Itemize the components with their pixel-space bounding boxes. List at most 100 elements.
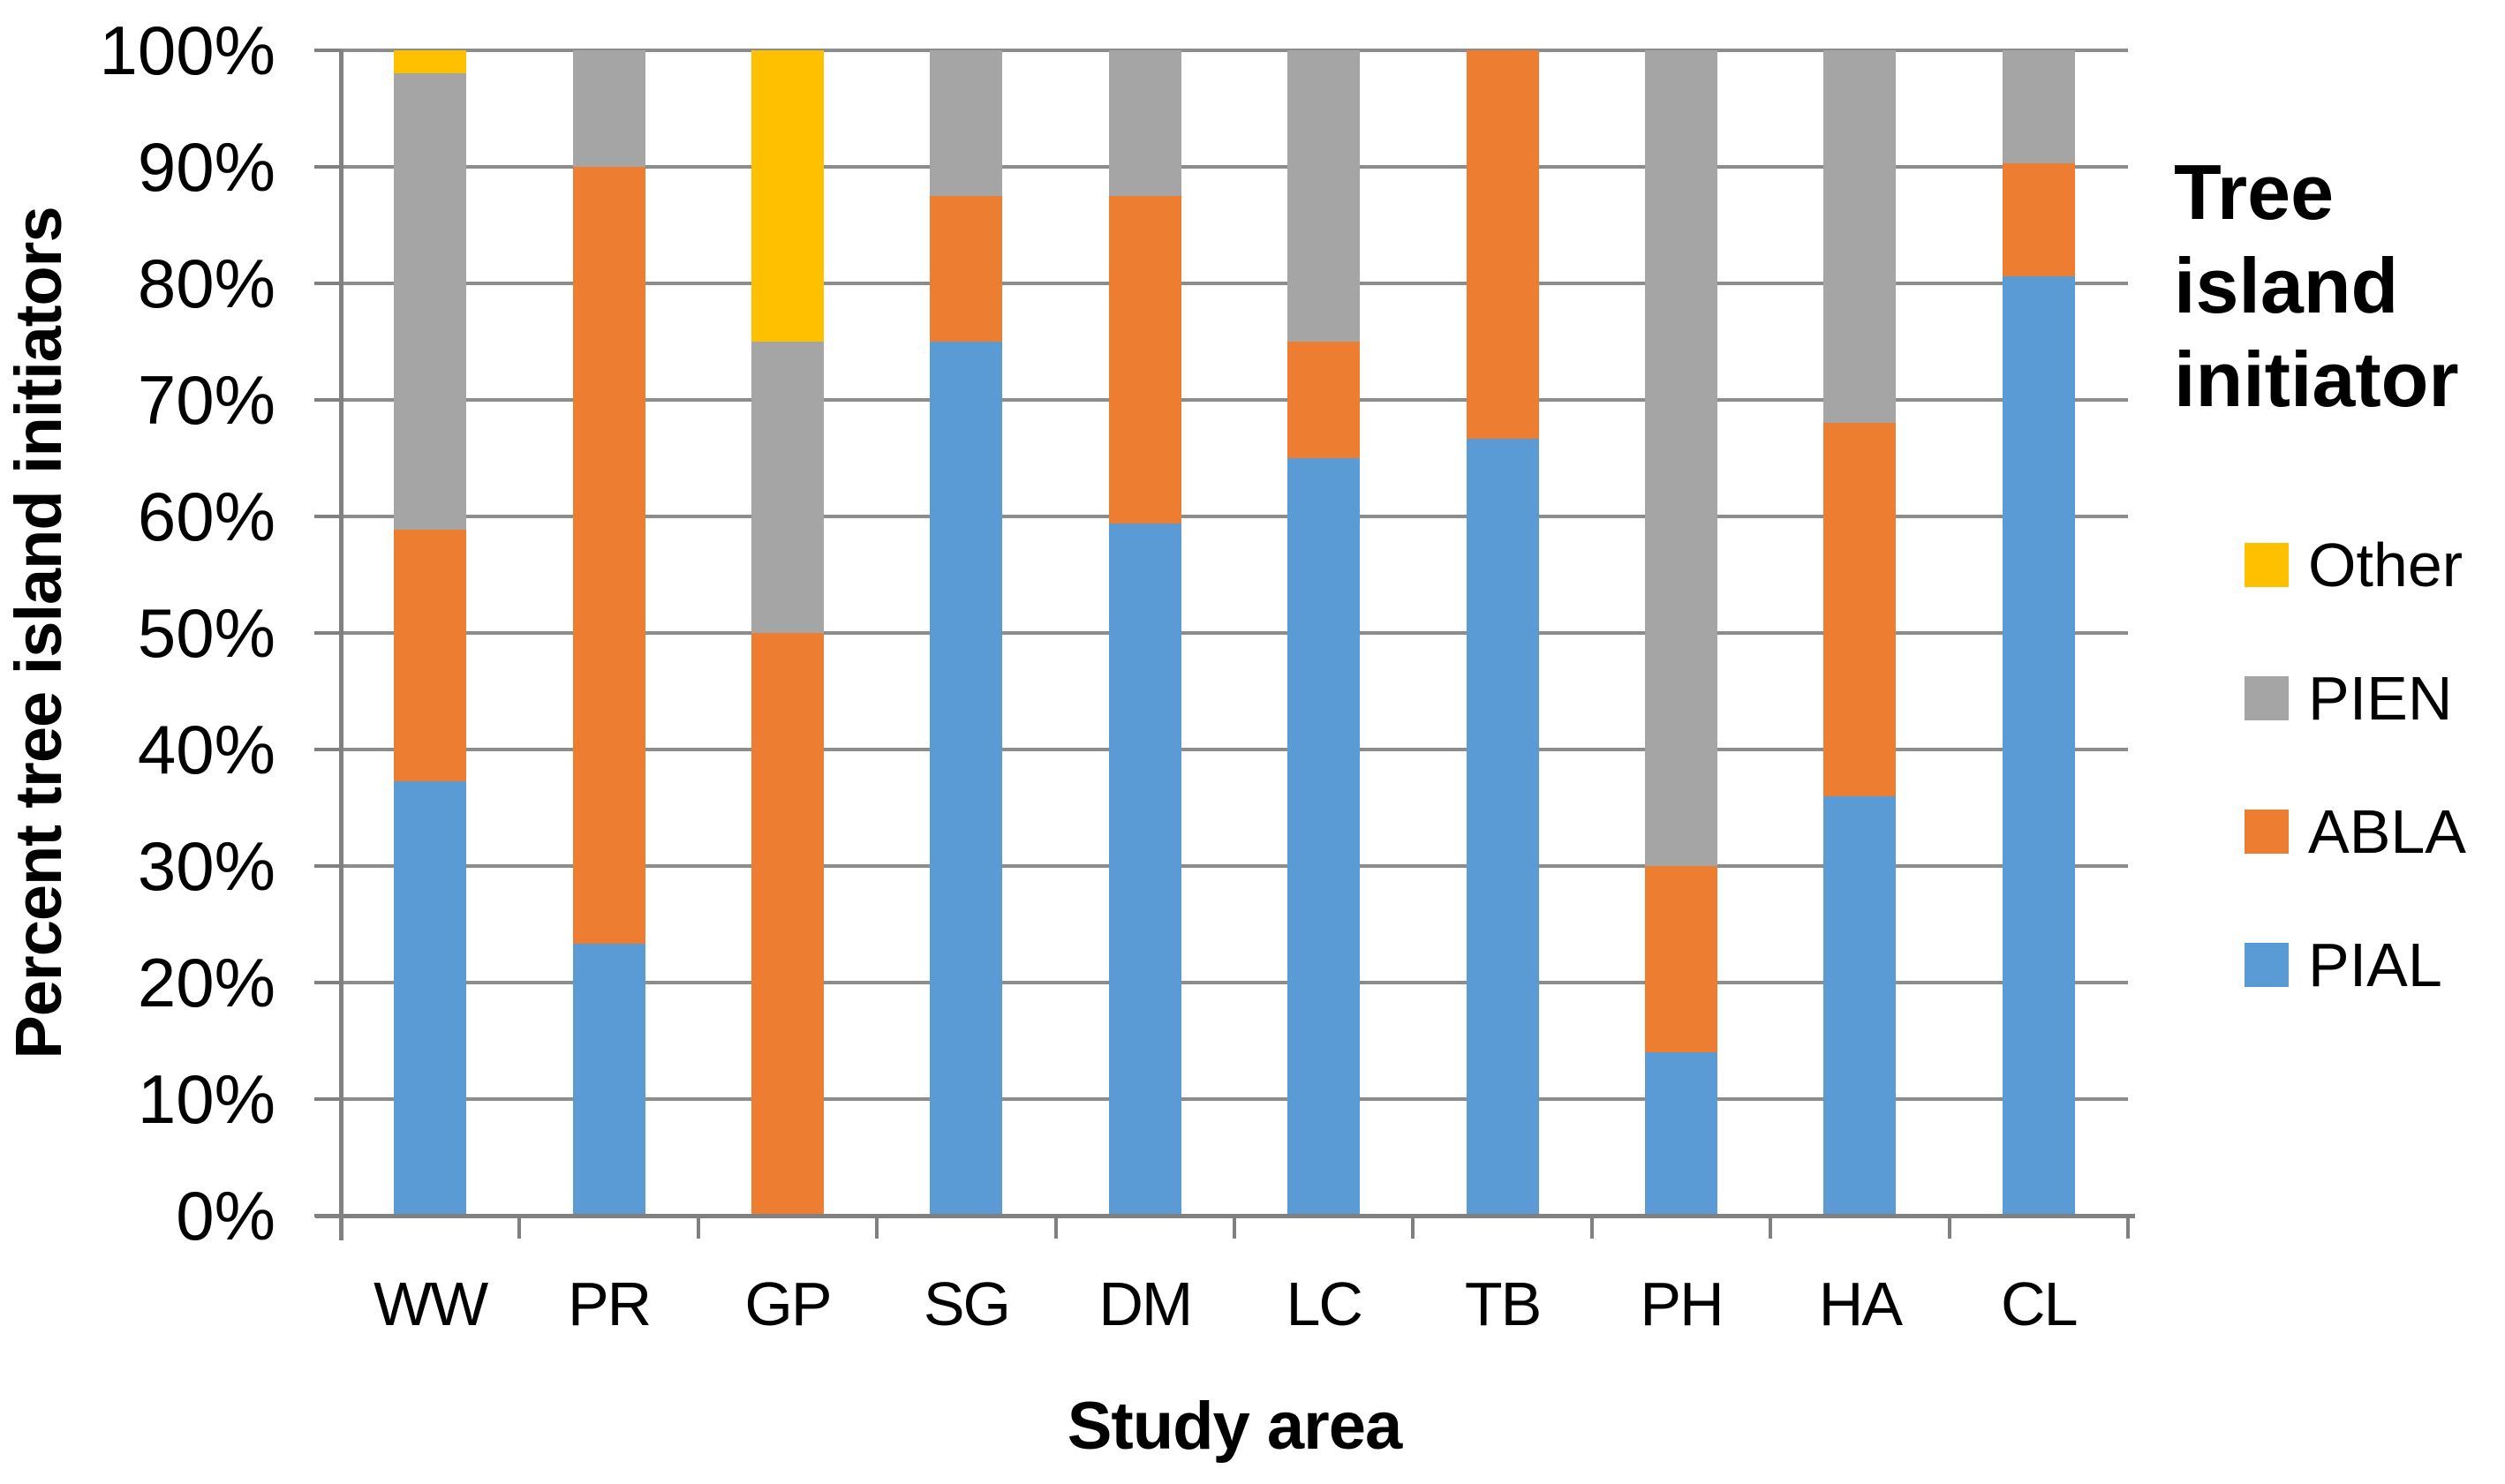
x-tick-label-SG: SG (923, 1269, 1011, 1338)
gridline-10 (341, 1097, 2128, 1101)
x-tick-4 (1053, 1216, 1058, 1239)
y-tick-90 (314, 165, 341, 169)
bar-segment-Other-WW (394, 50, 467, 74)
bar-segment-PIAL-DM (1108, 523, 1181, 1216)
bar-segment-ABLA-DM (1108, 196, 1181, 524)
bar-segment-ABLA-PH (1645, 866, 1717, 1053)
y-axis-line (339, 50, 343, 1240)
bar-segment-PIEN-WW (394, 73, 467, 531)
bar-segment-Other-GP (751, 50, 824, 342)
y-tick-label-70: 70% (137, 361, 275, 439)
bar-segment-PIEN-HA (1823, 50, 1897, 424)
gridline-100 (341, 49, 2128, 52)
x-tick-1 (517, 1216, 522, 1239)
y-tick-10 (314, 1097, 341, 1101)
x-tick-9 (1947, 1216, 1951, 1239)
x-tick-0 (339, 1216, 343, 1239)
y-tick-20 (314, 981, 341, 984)
bar-segment-PIEN-CL (2002, 50, 2075, 164)
x-tick-label-PR: PR (567, 1269, 652, 1338)
y-tick-0 (314, 1214, 341, 1217)
legend-swatch-PIAL (2245, 943, 2289, 987)
bar-segment-ABLA-PR (572, 167, 645, 945)
bar-segment-ABLA-TB (1466, 50, 1539, 439)
bar-segment-PIAL-SG (930, 342, 1003, 1216)
legend-item-ABLA: ABLA (2245, 796, 2466, 867)
legend-label-ABLA: ABLA (2308, 797, 2466, 866)
legend-label-Other: Other (2308, 531, 2464, 599)
bar-segment-PIEN-SG (930, 50, 1003, 196)
y-tick-100 (314, 49, 341, 52)
bar-segment-PIAL-LC (1287, 458, 1361, 1216)
legend-title: Tree island initiator (2174, 148, 2459, 423)
x-tick-label-WW: WW (373, 1269, 488, 1338)
gridline-50 (341, 631, 2128, 635)
y-tick-80 (314, 282, 341, 285)
x-tick-label-CL: CL (2001, 1269, 2078, 1338)
x-tick-5 (1233, 1216, 1236, 1239)
gridline-70 (341, 398, 2128, 402)
x-axis-line (315, 1214, 2135, 1218)
bar-segment-PIAL-PH (1645, 1052, 1717, 1216)
gridline-60 (341, 515, 2128, 518)
gridline-90 (341, 165, 2128, 169)
bar-segment-ABLA-GP (751, 633, 824, 1216)
bar-segment-PIAL-WW (394, 781, 467, 1216)
bar-segment-PIEN-GP (751, 342, 824, 633)
bar-segment-ABLA-HA (1823, 423, 1897, 796)
x-tick-7 (1589, 1216, 1594, 1239)
y-tick-label-0: 0% (176, 1177, 275, 1254)
y-tick-label-100: 100% (99, 11, 276, 89)
y-tick-label-10: 10% (137, 1060, 275, 1138)
bar-segment-PIAL-CL (2002, 276, 2075, 1216)
x-tick-label-TB: TB (1464, 1269, 1542, 1338)
legend-item-PIAL: PIAL (2245, 930, 2442, 1000)
bar-segment-PIEN-DM (1108, 50, 1181, 196)
x-tick-8 (1769, 1216, 1773, 1239)
bar-segment-PIAL-HA (1823, 795, 1897, 1216)
y-tick-label-80: 80% (137, 245, 275, 322)
bar-segment-ABLA-LC (1287, 342, 1361, 458)
y-tick-70 (314, 398, 341, 402)
bar-segment-ABLA-SG (930, 196, 1003, 342)
plot-area (341, 49, 2128, 1216)
bar-segment-PIEN-PR (572, 50, 645, 167)
gridline-20 (341, 981, 2128, 984)
legend-label-PIEN: PIEN (2308, 664, 2453, 733)
y-tick-label-90: 90% (137, 128, 275, 206)
bar-segment-PIAL-TB (1466, 438, 1539, 1216)
gridline-80 (341, 282, 2128, 285)
legend-item-PIEN: PIEN (2245, 663, 2452, 734)
bar-segment-ABLA-CL (2002, 163, 2075, 277)
legend-label-PIAL: PIAL (2308, 930, 2442, 999)
y-tick-30 (314, 864, 341, 868)
x-axis-title: Study area (1067, 1389, 1403, 1464)
x-tick-label-HA: HA (1818, 1269, 1903, 1338)
gridline-40 (341, 748, 2128, 751)
y-tick-50 (314, 631, 341, 635)
y-tick-label-30: 30% (137, 827, 275, 905)
x-tick-10 (2126, 1216, 2130, 1239)
x-tick-6 (1411, 1216, 1415, 1239)
x-tick-3 (875, 1216, 879, 1239)
y-tick-label-40: 40% (137, 711, 275, 788)
bar-segment-ABLA-WW (394, 530, 467, 782)
legend-swatch-PIEN (2245, 676, 2289, 720)
x-tick-label-PH: PH (1640, 1269, 1724, 1338)
bar-segment-PIAL-PR (572, 944, 645, 1216)
legend-swatch-Other (2245, 543, 2289, 587)
legend-swatch-ABLA (2245, 810, 2289, 854)
gridline-30 (341, 864, 2128, 868)
legend-item-Other: Other (2245, 530, 2463, 600)
x-tick-label-LC: LC (1286, 1269, 1362, 1338)
y-tick-40 (314, 748, 341, 751)
x-tick-2 (696, 1216, 700, 1239)
bar-segment-PIEN-LC (1287, 50, 1361, 342)
y-tick-label-50: 50% (137, 594, 275, 672)
x-tick-label-DM: DM (1098, 1269, 1193, 1338)
y-tick-label-60: 60% (137, 478, 275, 555)
y-tick-label-20: 20% (137, 944, 275, 1021)
y-tick-60 (314, 515, 341, 518)
x-tick-label-GP: GP (744, 1269, 832, 1338)
